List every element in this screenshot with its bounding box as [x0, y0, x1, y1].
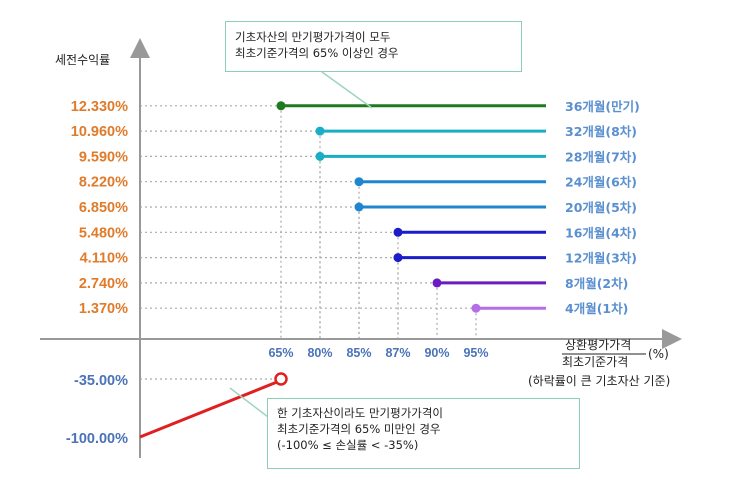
y-axis-title: 세전수익률: [55, 53, 110, 67]
series-point: [471, 303, 481, 313]
y-tick-label: 5.480%: [79, 225, 128, 241]
annotation-bottom: 한 기초자산이라도 만기평가가격이 최초기준가격의 65% 미만인 경우 (-1…: [267, 398, 580, 469]
series-point: [432, 278, 442, 288]
loss-line: [139, 372, 288, 439]
series-label: 12개월(3차): [565, 251, 637, 266]
annotation-top-line-1: 기초자산의 만기평가가격이 모두: [235, 30, 391, 44]
annotation-top: 기초자산의 만기평가가격이 모두 최초기준가격의 65% 이상인 경우: [225, 21, 522, 72]
series-label: 4개월(1차): [565, 301, 628, 316]
series-point: [276, 101, 286, 111]
series-label: 8개월(2차): [565, 276, 628, 291]
x-tick-label: 80%: [307, 346, 332, 360]
x-tick-label: 90%: [424, 346, 449, 360]
dotted-guides: [140, 105, 477, 380]
annotation-bottom-line-3: (-100% ≤ 손실률 < -35%): [277, 438, 419, 452]
y-tick-label: 1.370%: [79, 301, 128, 317]
svg-text:(%): (%): [648, 347, 669, 361]
y-tick-label: -100.00%: [66, 431, 128, 447]
x-tick-label: 95%: [463, 346, 488, 360]
series-label: 20개월(5차): [565, 200, 637, 215]
axes: [40, 38, 682, 458]
y-tick-label: 9.590%: [79, 149, 128, 165]
svg-text:(하락률이 큰 기초자산 기준): (하락률이 큰 기초자산 기준): [528, 374, 670, 388]
annotation-bottom-line-2: 최초기준가격의 65% 미만인 경우: [277, 422, 441, 436]
series-label: 32개월(8차): [565, 124, 637, 139]
series-label: 16개월(4차): [565, 225, 637, 240]
series-point: [354, 177, 364, 187]
svg-text:최초기준가격: 최초기준가격: [562, 355, 628, 369]
series-point: [354, 202, 364, 212]
svg-text:상환평가가격: 상환평가가격: [565, 338, 631, 352]
series-point: [315, 126, 325, 136]
y-tick-label: 2.740%: [79, 276, 128, 292]
y-tick-label: 6.850%: [79, 200, 128, 216]
y-tick-label: 10.960%: [71, 124, 128, 140]
x-tick-label: 87%: [385, 346, 410, 360]
top-callout-pointer: [321, 71, 373, 109]
series-point: [393, 253, 403, 263]
loss-line-segment: [139, 380, 278, 439]
y-tick-label: -35.00%: [74, 373, 128, 389]
x-tick-label: 65%: [268, 346, 293, 360]
series-label: 36개월(만기): [565, 99, 640, 114]
x-tick-label: 85%: [346, 346, 371, 360]
y-tick-label: 4.110%: [80, 251, 128, 267]
y-tick-labels: 12.330% 10.960% 9.590% 8.220% 6.850% 5.480% 4.…: [66, 99, 128, 447]
series-point: [393, 227, 403, 237]
series-point: [315, 151, 325, 161]
series-labels: 36개월(만기) 32개월(8차) 28개월(7차) 24개월(6차) 20개월(5차)…: [565, 99, 640, 316]
y-tick-label: 12.330%: [71, 99, 128, 115]
series-label: 28개월(7차): [565, 149, 637, 164]
series-lines: [276, 101, 546, 313]
series-label: 24개월(6차): [565, 175, 637, 190]
x-tick-labels: 65% 80% 85% 87% 90% 95%: [268, 346, 488, 360]
loss-point: [274, 372, 288, 386]
y-tick-label: 8.220%: [79, 175, 128, 191]
bottom-callout-pointer: [229, 387, 273, 421]
annotation-top-line-2: 최초기준가격의 65% 이상인 경우: [235, 46, 399, 60]
annotation-bottom-line-1: 한 기초자산이라도 만기평가가격이: [277, 406, 444, 420]
x-axis-title: 상환평가가격 최초기준가격 (%) (하락률이 큰 기초자산 기준): [528, 338, 670, 388]
